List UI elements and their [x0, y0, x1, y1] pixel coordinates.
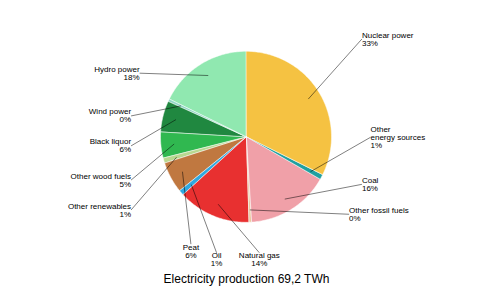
- svg-text:Nuclear power33%: Nuclear power33%: [362, 31, 414, 48]
- svg-text:Otherenergy sources1%: Otherenergy sources1%: [370, 125, 425, 150]
- svg-text:Black liquor6%: Black liquor6%: [90, 137, 132, 154]
- svg-text:Peat6%: Peat6%: [183, 243, 200, 260]
- svg-text:Electricity production 69,2 TW: Electricity production 69,2 TWh: [164, 272, 330, 286]
- svg-text:Coal16%: Coal16%: [362, 176, 379, 193]
- svg-text:Wind power0%: Wind power0%: [89, 107, 132, 124]
- svg-text:Other wood fuels5%: Other wood fuels5%: [71, 172, 131, 189]
- svg-text:Hydro power18%: Hydro power18%: [94, 65, 140, 82]
- svg-text:Natural gas14%: Natural gas14%: [239, 251, 280, 268]
- svg-text:Oil1%: Oil1%: [211, 251, 223, 268]
- svg-text:Other fossil fuels0%: Other fossil fuels0%: [349, 206, 409, 223]
- svg-text:Other renewables1%: Other renewables1%: [68, 202, 131, 219]
